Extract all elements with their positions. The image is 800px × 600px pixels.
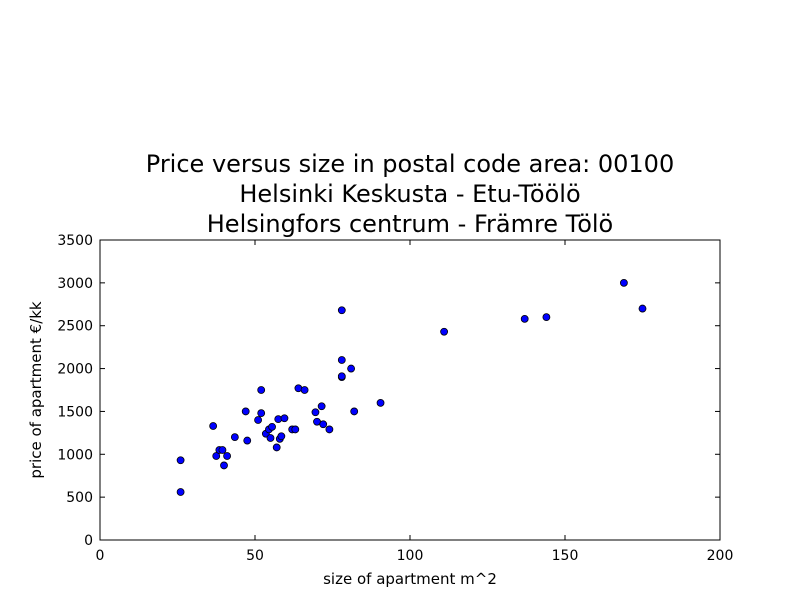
data-point [325, 425, 334, 434]
data-point [254, 416, 263, 424]
data-point [220, 461, 228, 470]
data-point [277, 432, 286, 441]
y-tick-label: 3500 [57, 233, 93, 249]
x-tick-label: 200 [707, 548, 734, 564]
data-point [243, 436, 252, 445]
chart-title-line-1: Price versus size in postal code area: 0… [146, 150, 674, 178]
data-point [337, 372, 346, 381]
data-point [542, 313, 551, 322]
data-points [176, 278, 647, 496]
data-point [319, 420, 328, 429]
data-point [317, 402, 326, 411]
chart-title-line-2: Helsinki Keskusta - Etu-Töölö [239, 180, 580, 208]
data-point [291, 425, 300, 434]
x-axis-label: size of apartment m^2 [323, 570, 497, 588]
data-point [230, 433, 239, 442]
data-point [209, 422, 218, 430]
data-point [311, 408, 320, 417]
y-tick-label: 3000 [57, 276, 93, 292]
data-point [337, 356, 346, 364]
data-point [376, 398, 385, 407]
y-tick-label: 1500 [57, 404, 93, 420]
x-tick-label: 100 [397, 548, 424, 564]
x-tick-label: 0 [96, 548, 105, 564]
data-point [257, 386, 266, 394]
y-axis-ticks: 0 500 1000 1500 2000 2500 3000 3500 [57, 233, 720, 549]
data-point [257, 409, 266, 418]
data-point [218, 446, 227, 454]
data-point [520, 314, 529, 323]
y-axis-label: price of apartment €/kk [27, 301, 45, 479]
data-point [280, 414, 289, 423]
data-point [176, 488, 185, 496]
y-tick-label: 500 [66, 490, 93, 506]
y-tick-label: 0 [84, 533, 93, 549]
y-tick-label: 1000 [57, 447, 93, 463]
data-point [350, 407, 359, 416]
data-point [638, 304, 647, 313]
data-point [337, 306, 346, 315]
chart-title: Price versus size in postal code area: 0… [146, 150, 674, 238]
data-point [268, 422, 276, 431]
plot-frame [99, 239, 721, 541]
data-point [212, 452, 221, 460]
x-tick-label: 50 [246, 548, 264, 564]
data-point [620, 278, 628, 287]
x-tick-label: 150 [552, 548, 579, 564]
chart-title-line-3: Helsingfors centrum - Främre Tölö [207, 210, 614, 238]
data-point [241, 407, 250, 416]
data-point [347, 364, 356, 373]
data-point [272, 443, 281, 452]
data-point [266, 434, 275, 442]
data-point [176, 456, 185, 465]
y-tick-label: 2500 [57, 319, 93, 335]
y-tick-label: 2000 [57, 362, 93, 378]
data-point [300, 386, 309, 394]
data-point [440, 327, 449, 336]
data-point [223, 452, 232, 460]
